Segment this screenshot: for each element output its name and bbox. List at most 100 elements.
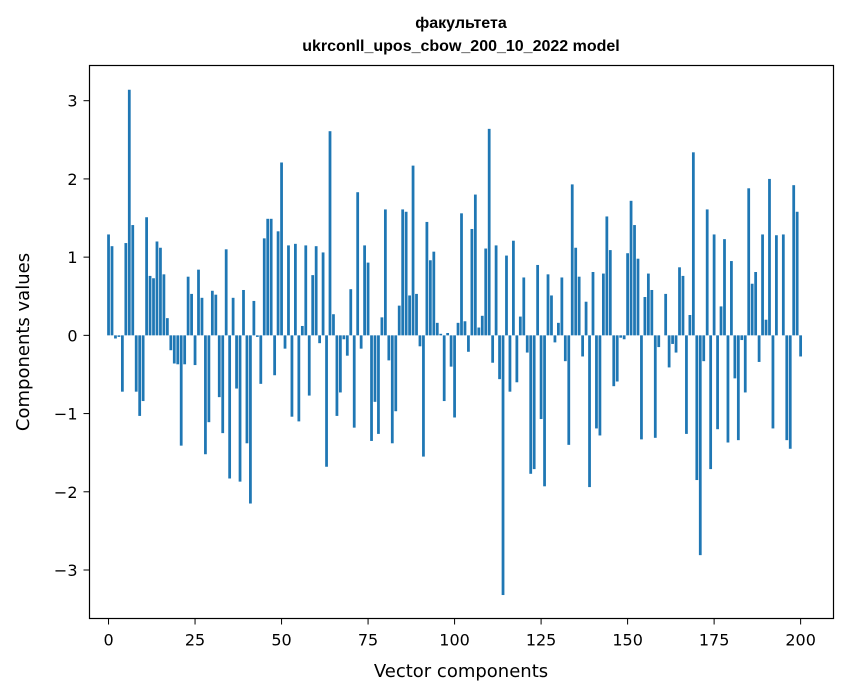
bar bbox=[532, 335, 536, 470]
y-tick-label: −1 bbox=[54, 405, 78, 424]
x-tick-label: 150 bbox=[612, 631, 643, 650]
bar bbox=[363, 245, 366, 336]
bar bbox=[730, 261, 733, 336]
x-tick-label: 175 bbox=[699, 631, 730, 650]
bar bbox=[733, 335, 737, 379]
bar bbox=[428, 260, 432, 336]
x-tick-label: 200 bbox=[785, 631, 816, 650]
bar bbox=[626, 253, 629, 336]
bar bbox=[757, 335, 761, 362]
chart-subtitle: ukrconll_upos_cbow_200_10_2022 model bbox=[302, 38, 619, 55]
bar bbox=[290, 335, 294, 417]
bar bbox=[695, 335, 699, 481]
bar bbox=[345, 335, 349, 356]
bar bbox=[339, 335, 342, 393]
bar bbox=[525, 335, 529, 353]
bar bbox=[781, 234, 785, 336]
bar bbox=[799, 335, 803, 357]
bar bbox=[685, 335, 688, 434]
bar bbox=[117, 335, 121, 337]
bar bbox=[736, 335, 740, 441]
bar bbox=[726, 335, 730, 443]
bar bbox=[141, 335, 145, 402]
bar bbox=[643, 297, 647, 336]
bar bbox=[134, 335, 138, 392]
bar bbox=[747, 188, 751, 336]
bar bbox=[764, 319, 768, 336]
bar bbox=[446, 333, 450, 336]
bar bbox=[557, 322, 560, 336]
bar bbox=[280, 162, 283, 336]
bar bbox=[698, 335, 702, 556]
bar bbox=[432, 251, 436, 336]
bar bbox=[172, 335, 176, 364]
bar bbox=[536, 264, 540, 336]
bar bbox=[152, 278, 155, 336]
bar bbox=[228, 335, 232, 479]
bar bbox=[508, 335, 512, 392]
bar bbox=[183, 335, 187, 365]
bar bbox=[702, 335, 706, 362]
bar bbox=[325, 335, 328, 467]
bar bbox=[653, 335, 657, 438]
bar bbox=[550, 295, 553, 336]
bar bbox=[650, 289, 654, 336]
bar bbox=[162, 274, 166, 336]
bar bbox=[425, 221, 429, 336]
chart-title: факультета bbox=[415, 15, 507, 32]
bar bbox=[245, 335, 249, 444]
bar bbox=[193, 335, 197, 366]
bar bbox=[487, 128, 491, 336]
bar bbox=[657, 335, 661, 348]
bar bbox=[788, 335, 792, 449]
bar bbox=[408, 295, 411, 336]
bar bbox=[771, 335, 775, 429]
bar bbox=[719, 306, 723, 336]
bar bbox=[217, 335, 221, 398]
bar bbox=[110, 246, 114, 336]
bar bbox=[601, 273, 605, 336]
bar bbox=[543, 335, 546, 487]
bar bbox=[529, 335, 533, 474]
bar bbox=[186, 276, 190, 336]
bar bbox=[716, 335, 719, 430]
bar bbox=[204, 335, 207, 455]
bar bbox=[114, 335, 117, 339]
bar bbox=[169, 335, 173, 351]
bar bbox=[577, 276, 581, 336]
bar bbox=[120, 335, 124, 392]
bar bbox=[249, 335, 252, 504]
bar bbox=[255, 335, 259, 337]
bar bbox=[300, 325, 304, 336]
bar bbox=[705, 209, 709, 336]
bar bbox=[145, 217, 148, 336]
bar bbox=[179, 335, 183, 446]
bar bbox=[294, 243, 297, 336]
bar bbox=[636, 258, 640, 336]
y-axis-label: Components values bbox=[13, 253, 34, 431]
bar bbox=[664, 293, 668, 336]
bar bbox=[473, 194, 477, 336]
bar bbox=[342, 335, 346, 340]
bar bbox=[515, 335, 519, 383]
bar bbox=[297, 335, 301, 422]
bar bbox=[356, 192, 360, 336]
bar bbox=[283, 335, 287, 349]
bar bbox=[671, 335, 674, 344]
bar bbox=[148, 275, 152, 336]
bar bbox=[352, 335, 356, 428]
bar bbox=[411, 165, 415, 336]
bar bbox=[131, 225, 135, 336]
bar bbox=[546, 274, 550, 336]
bar bbox=[494, 245, 498, 336]
bar bbox=[574, 247, 578, 336]
bar bbox=[460, 213, 463, 336]
bar bbox=[633, 225, 636, 336]
bar bbox=[259, 335, 263, 384]
bar bbox=[401, 209, 405, 336]
bar bbox=[435, 322, 439, 336]
bar bbox=[491, 335, 495, 363]
bar bbox=[422, 335, 425, 457]
bar bbox=[591, 272, 595, 336]
